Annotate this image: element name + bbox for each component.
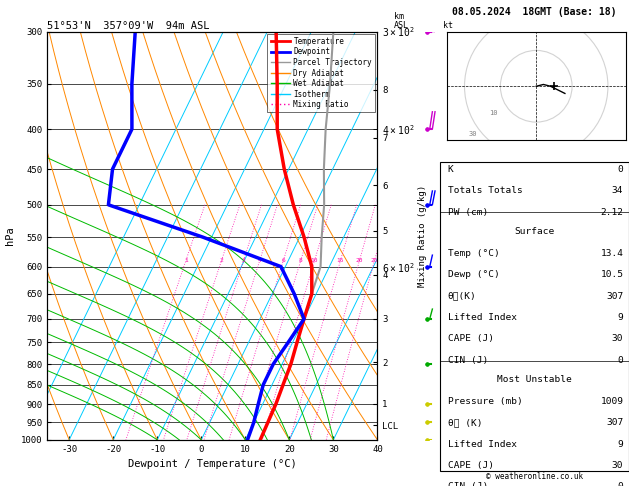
Text: 10: 10 [489,110,498,116]
Text: Lifted Index: Lifted Index [448,313,517,322]
Text: CIN (J): CIN (J) [448,356,488,364]
Text: 6: 6 [281,259,285,263]
Text: 0: 0 [618,356,623,364]
Text: 34: 34 [612,186,623,195]
Text: © weatheronline.co.uk: © weatheronline.co.uk [486,472,583,481]
Legend: Temperature, Dewpoint, Parcel Trajectory, Dry Adiabat, Wet Adiabat, Isotherm, Mi: Temperature, Dewpoint, Parcel Trajectory… [267,34,375,112]
Text: 25: 25 [370,259,378,263]
Text: 0: 0 [618,483,623,486]
Text: θᴄ(K): θᴄ(K) [448,292,477,300]
Text: 2.12: 2.12 [600,208,623,217]
Text: 13.4: 13.4 [600,249,623,258]
Text: Pressure (mb): Pressure (mb) [448,397,523,406]
Text: 10.5: 10.5 [600,270,623,279]
Text: kt: kt [443,21,453,30]
Text: 0: 0 [618,165,623,174]
Text: 3: 3 [242,259,245,263]
Text: 51°53'N  357°09'W  94m ASL: 51°53'N 357°09'W 94m ASL [47,21,209,31]
Text: 1009: 1009 [600,397,623,406]
Y-axis label: hPa: hPa [5,226,15,245]
Text: Surface: Surface [515,227,555,236]
Text: 8: 8 [299,259,303,263]
Text: Totals Totals: Totals Totals [448,186,523,195]
Text: km
ASL: km ASL [394,12,409,30]
Text: Temp (°C): Temp (°C) [448,249,499,258]
Text: 307: 307 [606,292,623,300]
Text: 4: 4 [258,259,262,263]
Text: CAPE (J): CAPE (J) [448,334,494,343]
Text: 9: 9 [618,313,623,322]
Text: Lifted Index: Lifted Index [448,440,517,449]
Text: K: K [448,165,454,174]
Text: 15: 15 [337,259,344,263]
Text: 30: 30 [468,131,477,138]
Text: 20: 20 [355,259,363,263]
Text: 9: 9 [618,440,623,449]
Text: PW (cm): PW (cm) [448,208,488,217]
X-axis label: Dewpoint / Temperature (°C): Dewpoint / Temperature (°C) [128,459,297,469]
Text: 1: 1 [184,259,187,263]
Text: 307: 307 [606,418,623,427]
Text: θᴄ (K): θᴄ (K) [448,418,482,427]
Text: CIN (J): CIN (J) [448,483,488,486]
Text: CAPE (J): CAPE (J) [448,461,494,470]
Text: 08.05.2024  18GMT (Base: 18): 08.05.2024 18GMT (Base: 18) [452,7,617,17]
Y-axis label: Mixing Ratio (g/kg): Mixing Ratio (g/kg) [418,185,426,287]
Text: 30: 30 [612,334,623,343]
Text: 30: 30 [612,461,623,470]
Text: 2: 2 [220,259,223,263]
Text: Most Unstable: Most Unstable [498,376,572,384]
Text: 10: 10 [311,259,318,263]
Text: Dewp (°C): Dewp (°C) [448,270,499,279]
